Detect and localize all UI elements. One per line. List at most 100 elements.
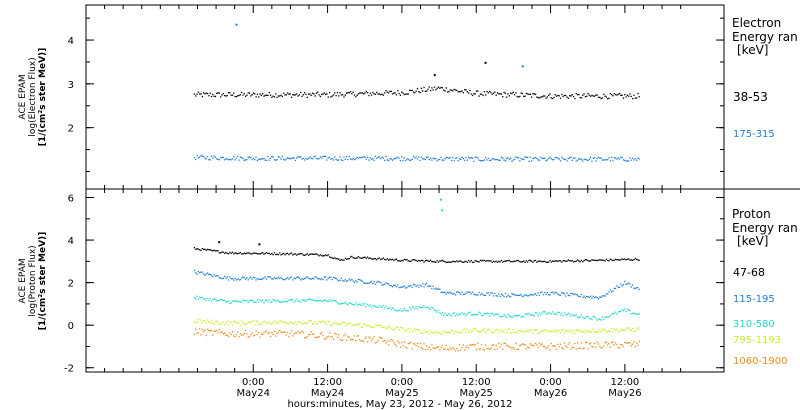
data-point	[613, 328, 615, 330]
data-point	[422, 158, 424, 160]
data-point	[326, 300, 328, 302]
data-point	[470, 260, 472, 262]
data-point	[618, 158, 621, 160]
data-point	[273, 159, 276, 161]
data-point	[458, 90, 461, 93]
data-point	[382, 340, 385, 342]
data-point	[624, 329, 626, 332]
data-point	[411, 89, 413, 92]
data-point	[351, 278, 353, 281]
data-point	[319, 95, 322, 98]
data-point	[515, 92, 517, 94]
data-point	[502, 330, 504, 332]
data-point	[496, 158, 499, 161]
data-point	[260, 333, 263, 335]
data-point	[587, 93, 589, 95]
data-point	[365, 158, 367, 160]
data-point	[516, 95, 518, 98]
data-point	[546, 313, 549, 315]
data-point	[529, 156, 531, 158]
data-point	[520, 261, 522, 263]
data-point	[385, 305, 387, 307]
data-point	[414, 343, 416, 345]
data-point	[574, 260, 576, 263]
data-point	[466, 313, 468, 315]
data-point	[271, 252, 273, 255]
data-point	[306, 335, 308, 338]
data-point	[422, 332, 424, 334]
data-point	[542, 311, 545, 313]
data-point	[342, 339, 344, 341]
data-point	[419, 284, 421, 286]
data-point	[500, 343, 503, 345]
data-point	[610, 327, 613, 330]
data-point	[398, 157, 400, 159]
data-point	[289, 321, 291, 323]
data-point	[309, 93, 311, 95]
data-point	[248, 156, 251, 158]
data-point	[490, 347, 492, 349]
data-point	[494, 261, 496, 263]
data-point	[209, 330, 211, 332]
data-point	[608, 157, 610, 159]
data-point	[496, 329, 499, 331]
data-point	[411, 259, 413, 261]
data-point	[363, 93, 365, 95]
data-point	[461, 346, 463, 349]
data-point	[570, 260, 572, 262]
data-point	[462, 157, 465, 160]
data-point	[449, 89, 451, 91]
data-point	[610, 93, 613, 96]
data-point	[412, 283, 415, 286]
y-tick-label: -2	[64, 364, 74, 375]
data-point	[209, 249, 211, 251]
data-point	[222, 92, 224, 95]
data-point	[541, 158, 543, 160]
data-point	[368, 94, 370, 97]
data-point	[508, 315, 510, 317]
data-point	[195, 158, 197, 161]
data-point	[562, 260, 564, 262]
data-point	[347, 158, 349, 161]
data-point	[589, 95, 592, 97]
data-point	[216, 275, 218, 277]
data-point	[597, 156, 600, 158]
data-point	[378, 257, 381, 259]
data-point	[222, 321, 224, 323]
data-point	[263, 158, 265, 160]
data-point	[633, 330, 635, 333]
data-point	[408, 260, 411, 262]
data-point	[603, 318, 605, 320]
data-point	[504, 342, 507, 345]
data-point	[327, 157, 329, 159]
x-tick-label-time: 0:00	[242, 377, 264, 388]
data-point	[469, 89, 471, 92]
data-point	[446, 331, 449, 334]
data-point	[377, 156, 379, 158]
data-point	[440, 260, 442, 262]
data-point	[200, 271, 202, 273]
data-point	[527, 93, 529, 95]
proton-legend-title-2: Energy ran	[732, 221, 798, 235]
data-point	[252, 300, 255, 303]
data-point	[599, 318, 601, 320]
data-point	[622, 283, 625, 286]
data-point	[334, 92, 336, 94]
data-point	[420, 347, 423, 349]
data-point	[229, 302, 231, 305]
data-point	[488, 159, 491, 162]
data-point	[196, 295, 198, 297]
data-point	[205, 92, 207, 94]
data-point	[507, 313, 509, 316]
data-point	[292, 322, 294, 324]
data-point	[233, 335, 235, 337]
data-point	[394, 92, 396, 94]
data-point	[255, 252, 257, 255]
data-point	[403, 93, 406, 96]
data-point	[429, 285, 432, 287]
data-point	[418, 286, 420, 288]
data-point	[247, 156, 249, 159]
data-point	[374, 258, 377, 260]
data-point	[488, 315, 491, 317]
data-point	[234, 277, 236, 280]
